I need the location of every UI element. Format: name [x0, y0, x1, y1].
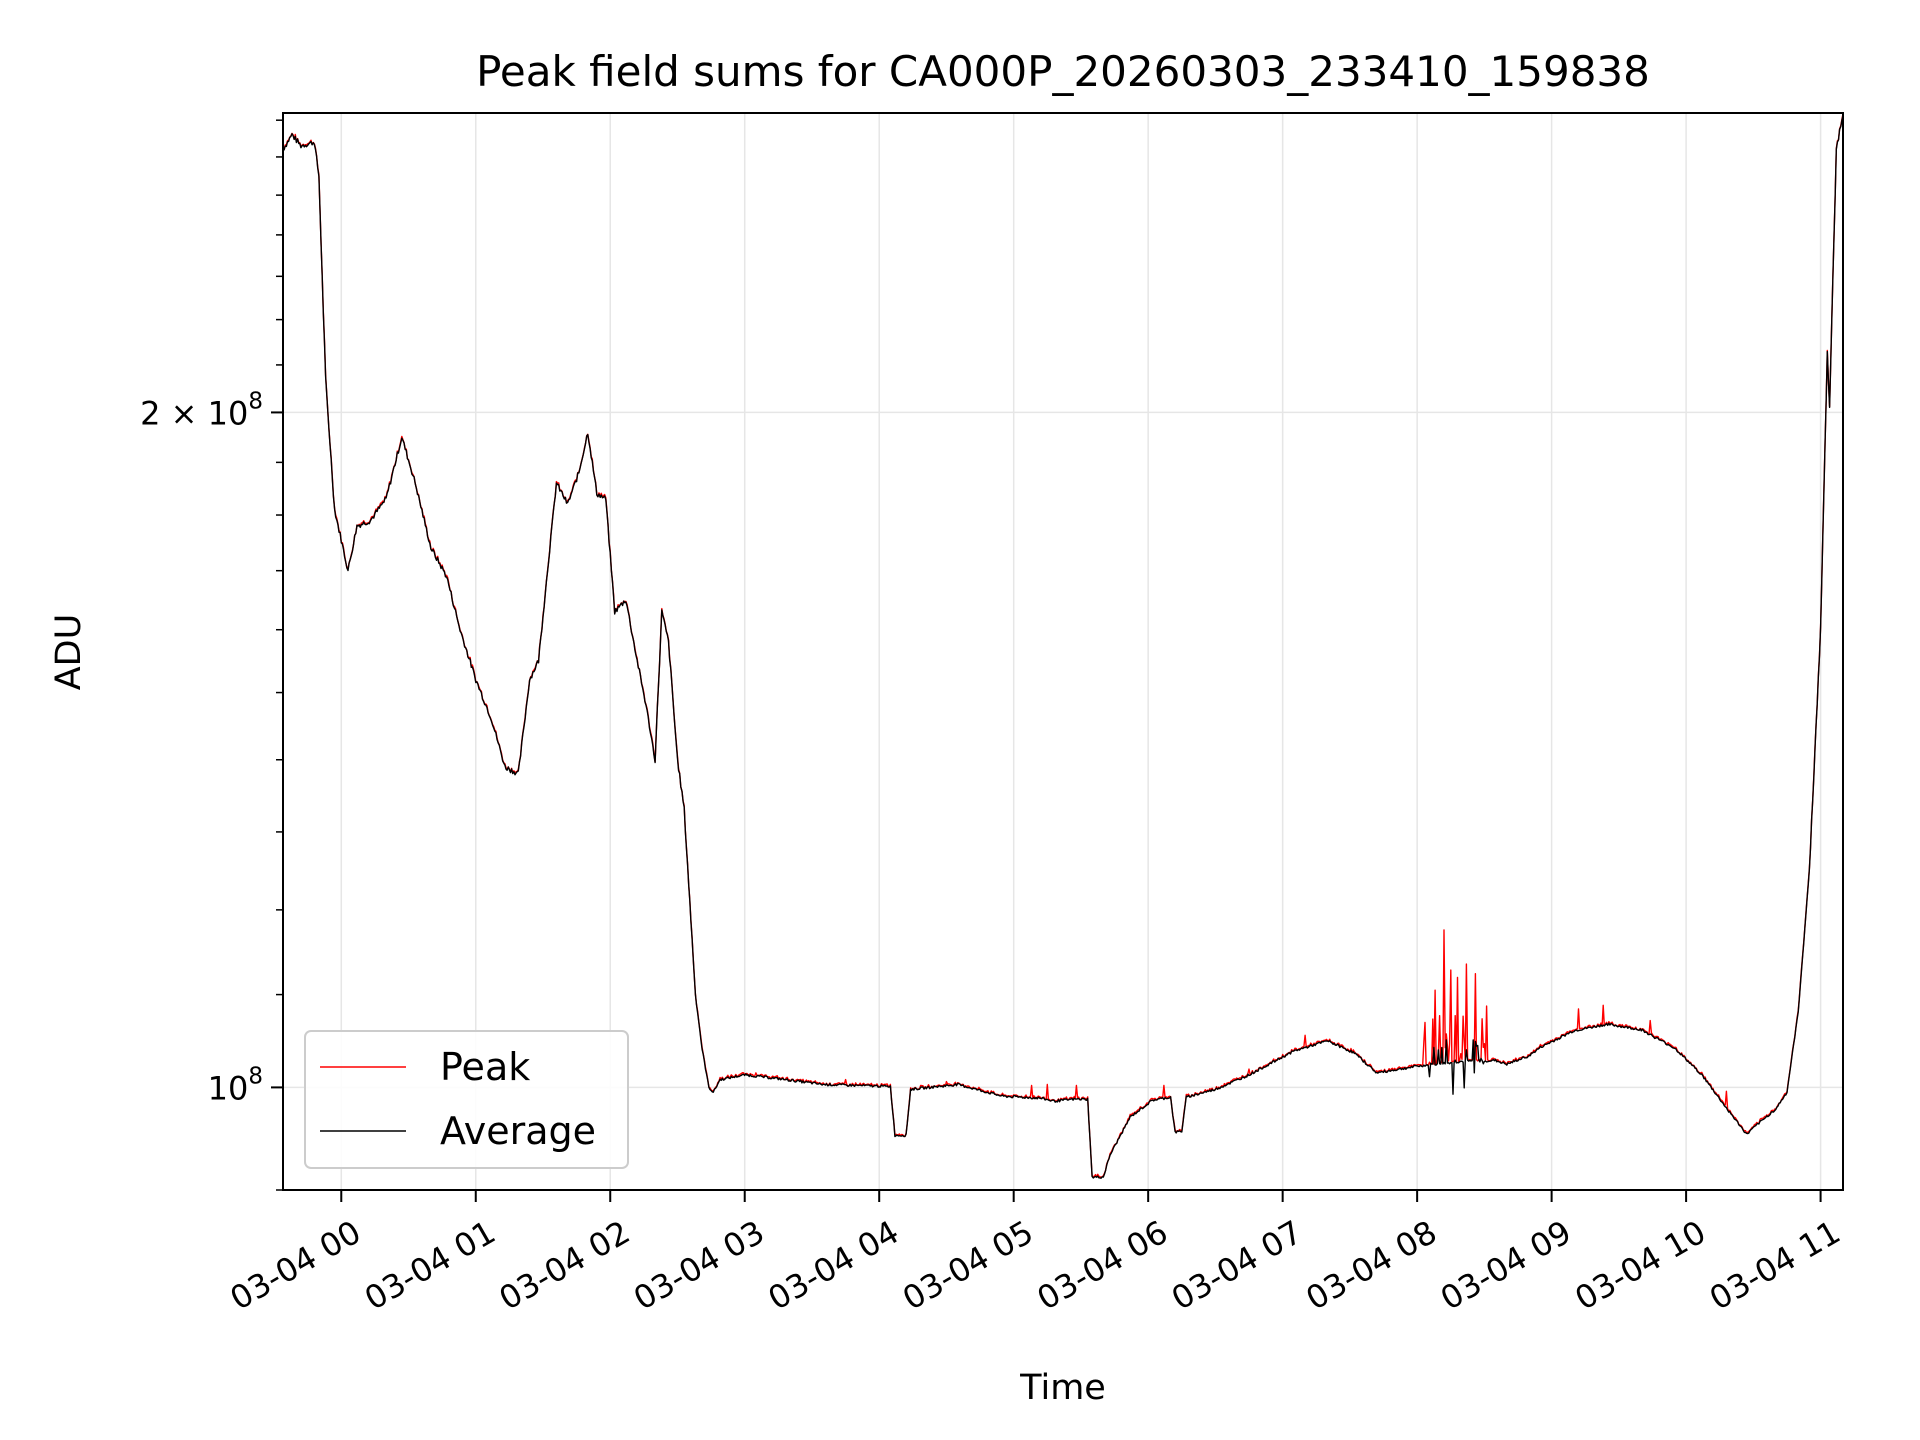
y-axis: 108 2 × 108 [140, 119, 283, 1191]
chart-title: Peak field sums for CA000P_20260303_2334… [476, 47, 1650, 96]
legend-label-peak: Peak [440, 1045, 530, 1089]
legend-label-average: Average [440, 1109, 596, 1153]
legend: Peak Average [304, 1030, 629, 1169]
series-layer [283, 113, 1843, 1179]
grid [283, 113, 1843, 1190]
plot-frame [282, 112, 1844, 1191]
x-axis-label: Time [1019, 1368, 1106, 1408]
y-tick-label: 2 × 108 [140, 388, 263, 432]
y-axis-label: ADU [49, 614, 89, 691]
legend-box [304, 1030, 629, 1169]
y-tick-label: 108 [208, 1063, 263, 1107]
series-line-average [283, 115, 1843, 1179]
